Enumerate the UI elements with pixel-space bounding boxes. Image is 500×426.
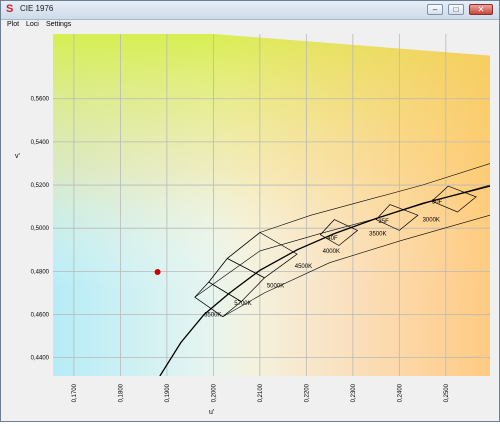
axes: 0,1700 0,1800 0,1900 0,2000 0,2100 0,2200 0,23… (31, 97, 450, 403)
cct-label: 4000K (323, 249, 340, 255)
y-tick-label: 0,4600 (31, 313, 50, 319)
menu-settings[interactable]: Settings (46, 21, 72, 28)
x-tick-label: 0,2400 (397, 383, 403, 402)
minimize-button[interactable]: – (427, 4, 443, 15)
cct-quadrangle (431, 185, 477, 213)
close-button[interactable]: ✕ (469, 4, 493, 15)
cct-quadrangle (375, 204, 419, 231)
cct-label: 3000K (423, 218, 440, 224)
x-tick-label: 0,1800 (118, 383, 124, 402)
x-tick-label: 0,2500 (444, 383, 450, 402)
y-tick-label: 0,5200 (31, 183, 50, 189)
cct-label: 3500K (369, 232, 386, 238)
x-tick-label: 0,2300 (351, 383, 357, 402)
outside-gamut-area (213, 34, 490, 56)
cie-chart[interactable]: 6500K 5700K 5000K 4500K 4000K 3500K 3000K 40F 35… (1, 30, 499, 421)
x-tick-label: 0,2000 (211, 383, 217, 402)
cie-app-icon: S (6, 3, 14, 15)
cct-label: 6500K (204, 313, 221, 319)
x-tick-label: 0,1900 (165, 383, 171, 402)
cct-label: 5000K (267, 284, 284, 290)
cct-quadrangle (319, 219, 359, 246)
menu-bar: Plot Loci Settings (1, 20, 499, 30)
menu-plot[interactable]: Plot (7, 21, 20, 28)
measured-point (154, 268, 161, 275)
y-tick-label: 0,5400 (31, 140, 50, 146)
plot-region: 6500K 5700K 5000K 4500K 4000K 3500K 3000K 40F 35… (53, 34, 490, 376)
fluorescent-label: 30F (432, 199, 443, 205)
cct-label: 5700K (234, 301, 251, 307)
cct-quadrangle (226, 232, 298, 279)
chart-marks: 6500K 5700K 5000K 4500K 4000K 3500K 3000K 40F 35… (154, 163, 490, 376)
fluorescent-label: 35F (378, 219, 389, 225)
x-tick-label: 0,2200 (304, 383, 310, 402)
y-tick-label: 0,4400 (31, 356, 50, 362)
tolerance-boundary-lower (222, 214, 490, 317)
window-title: CIE 1976 (20, 4, 54, 13)
y-tick-label: 0,5600 (31, 97, 50, 103)
y-tick-label: 0,4800 (31, 269, 50, 275)
fluorescent-label: 40F (327, 236, 338, 242)
x-tick-label: 0,1700 (72, 383, 78, 402)
planckian-locus-line (159, 185, 490, 376)
cct-label: 4500K (295, 264, 312, 270)
x-tick-label: 0,2100 (258, 383, 264, 402)
x-axis-label: u' (209, 409, 214, 416)
grid-lines (53, 34, 490, 376)
menu-loci[interactable]: Loci (26, 21, 39, 28)
title-bar[interactable]: S CIE 1976 – □ ✕ (1, 1, 499, 20)
y-tick-label: 0,5000 (31, 226, 50, 232)
chromaticity-orange-tint (53, 34, 490, 376)
chart-area: 6500K 5700K 5000K 4500K 4000K 3500K 3000K 40F 35… (1, 30, 499, 421)
maximize-button[interactable]: □ (448, 4, 464, 15)
y-axis-label: v' (15, 153, 20, 160)
